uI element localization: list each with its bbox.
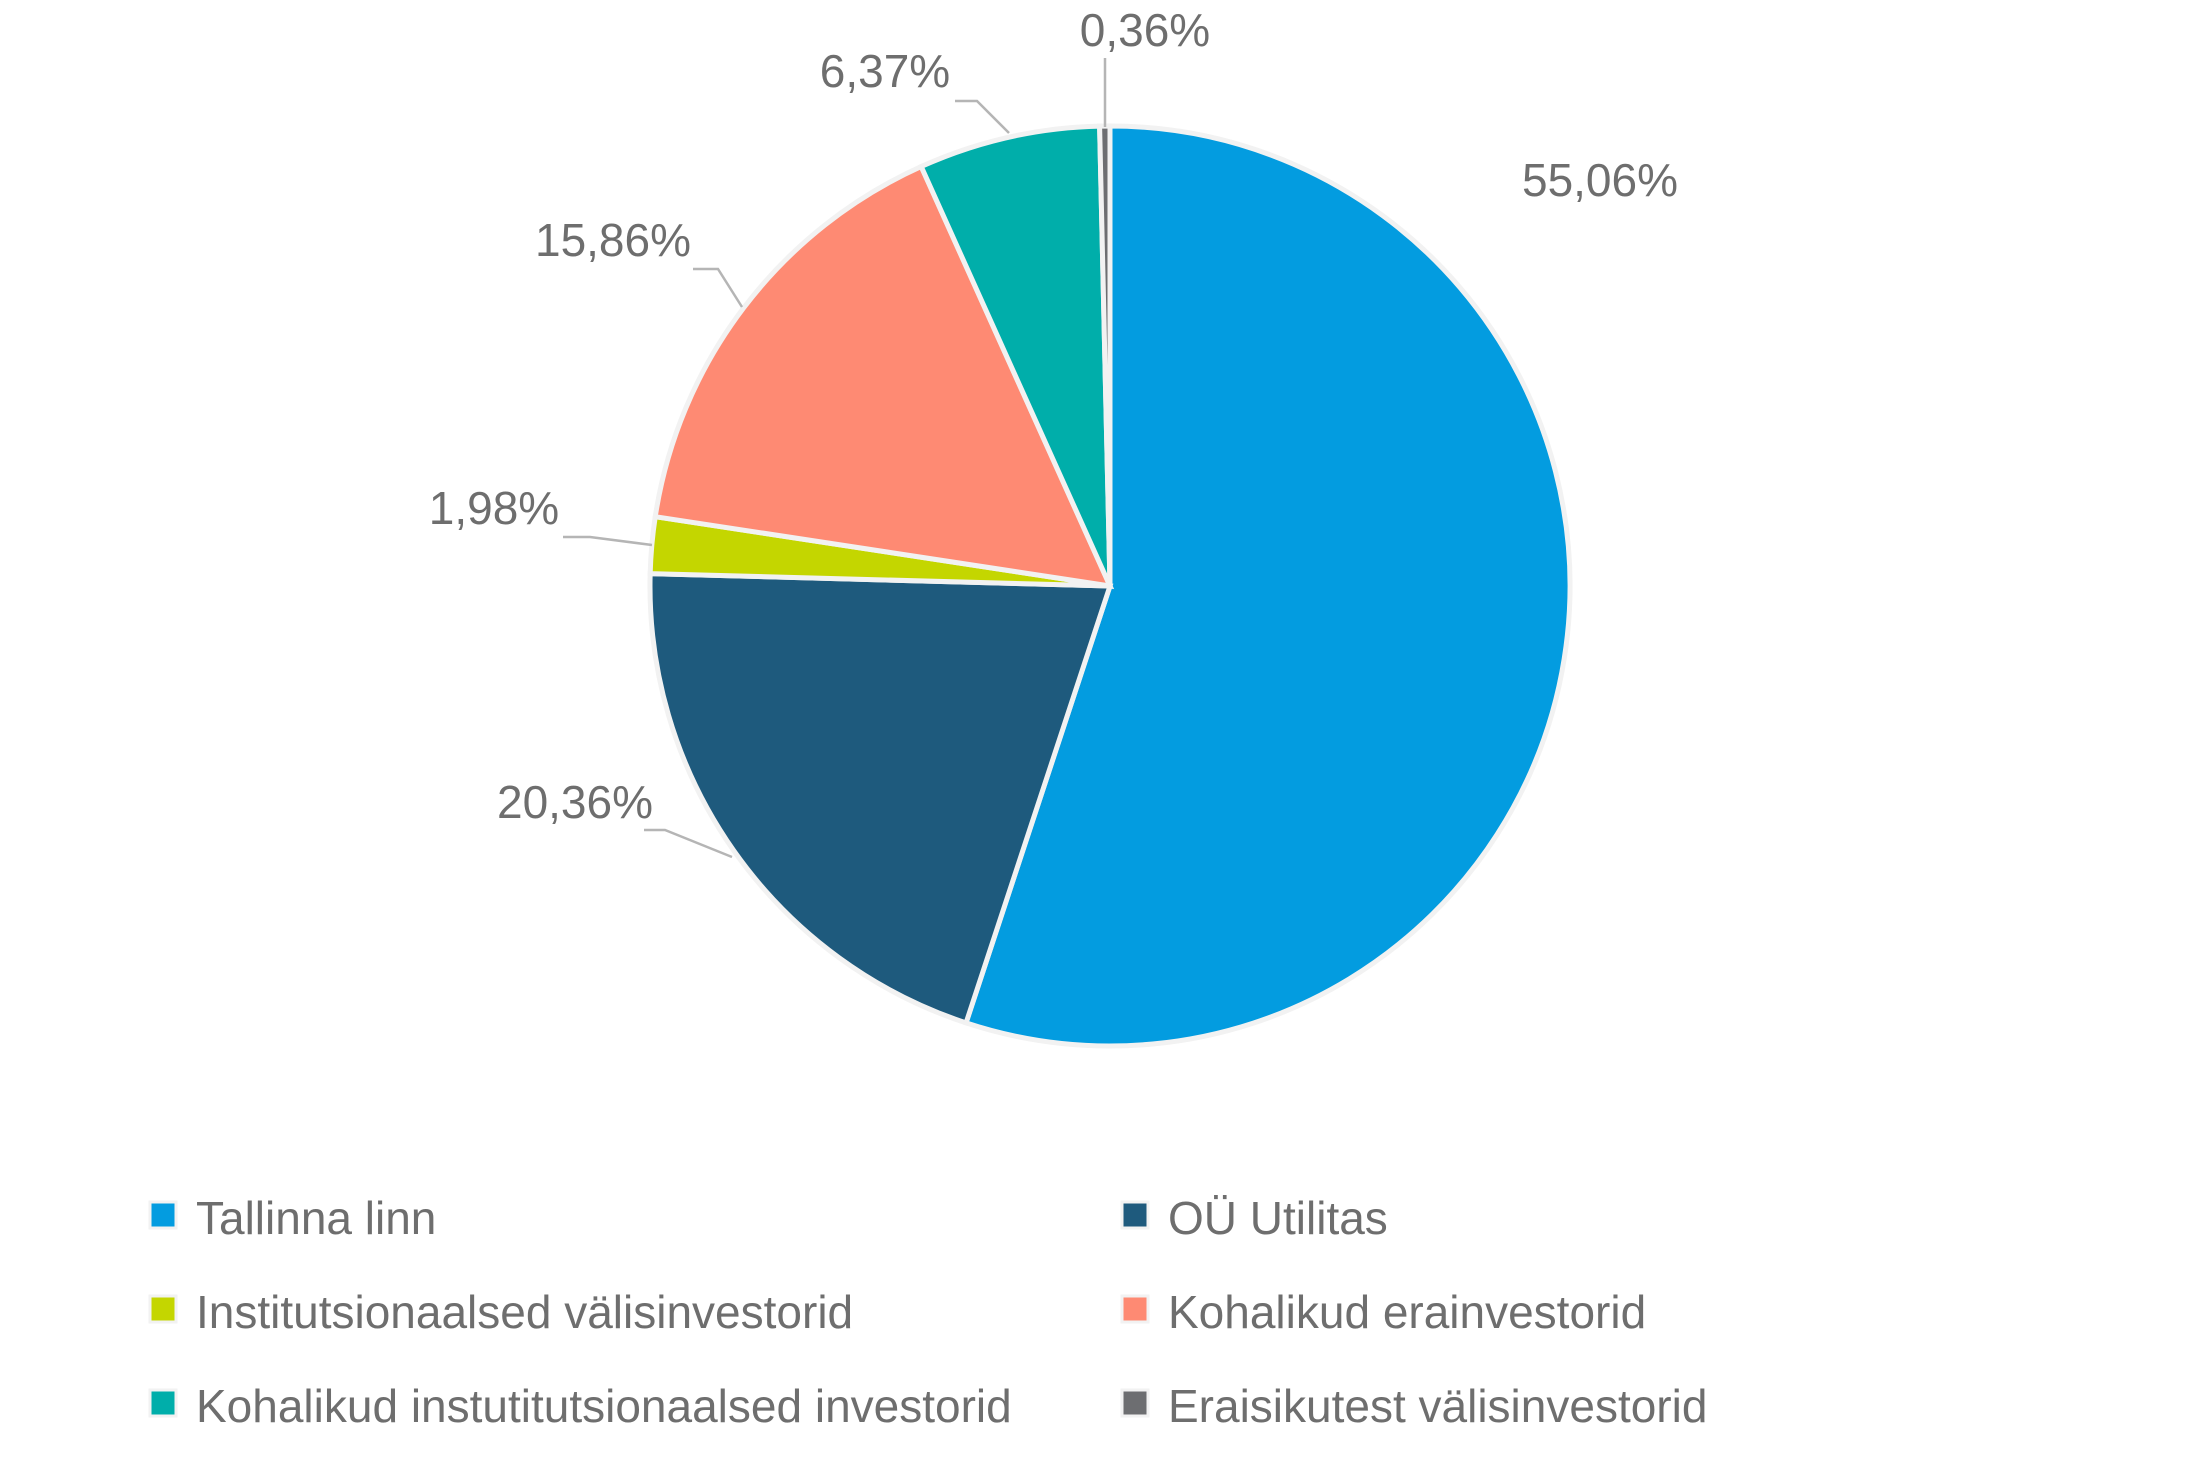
- legend-label: Kohalikud erainvestorid: [1168, 1286, 1646, 1338]
- leader-line-institutsionaalsed-valisinvestorid: [563, 535, 653, 547]
- data-label-kohalikud-instutitutsionaalsed-investorid: 6,37%: [820, 45, 950, 97]
- legend-label: Kohalikud instutitutsionaalsed investori…: [196, 1380, 1012, 1432]
- legend-item-tallinna-linn: Tallinna linn: [148, 1192, 436, 1244]
- leader-line-kohalikud-instutitutsionaalsed-investorid: [955, 99, 1010, 134]
- pie-slice-kohalikud-erainvestorid: [652, 163, 1115, 590]
- legend-label: Eraisikutest välisinvestorid: [1168, 1380, 1707, 1432]
- legend-swatch: [1120, 1388, 1150, 1418]
- label-leader-lines: [563, 58, 1107, 859]
- leader-line-kohalikud-erainvestorid: [693, 267, 744, 308]
- legend-item-kohalikud-erainvestorid: Kohalikud erainvestorid: [1120, 1286, 1646, 1338]
- legend-label: Institutsionaalsed välisinvestorid: [196, 1286, 853, 1338]
- legend-item-eraisikutest-valisinvestorid: Eraisikutest välisinvestorid: [1120, 1380, 1707, 1432]
- legend-label: Tallinna linn: [196, 1192, 436, 1244]
- data-label-ou-utilitas: 20,36%: [497, 776, 653, 828]
- legend-item-kohalikud-instutitutsionaalsed-investorid: Kohalikud instutitutsionaalsed investori…: [148, 1380, 1012, 1432]
- data-labels: 55,06% 20,36% 1,98% 15,86% 6,37% 0,36%: [429, 4, 1678, 828]
- pie-slice-ou-utilitas: [647, 571, 1114, 1027]
- legend-swatch: [1120, 1200, 1150, 1230]
- legend-swatch: [148, 1200, 178, 1230]
- leader-line-ou-utilitas: [644, 828, 733, 859]
- pie-slices: [647, 123, 1573, 1049]
- legend-swatch: [148, 1294, 178, 1324]
- data-label-institutsionaalsed-valisinvestorid: 1,98%: [429, 482, 559, 534]
- data-label-kohalikud-erainvestorid: 15,86%: [535, 214, 691, 266]
- pie-slice-tallinna-linn: [962, 123, 1573, 1049]
- data-label-tallinna-linn: 55,06%: [1522, 154, 1678, 206]
- pie-slice-kohalikud-instutitutsionaalsed-investorid: [917, 123, 1113, 588]
- legend-item-ou-utilitas: OÜ Utilitas: [1120, 1192, 1388, 1244]
- legend-label: OÜ Utilitas: [1168, 1192, 1388, 1244]
- legend: Tallinna linn OÜ Utilitas Institutsionaals…: [148, 1192, 1707, 1432]
- data-label-eraisikutest-valisinvestorid: 0,36%: [1080, 4, 1210, 56]
- legend-swatch: [1120, 1294, 1150, 1324]
- legend-item-institutsionaalsed-valisinvestorid: Institutsionaalsed välisinvestorid: [148, 1286, 853, 1338]
- legend-swatch: [148, 1388, 178, 1418]
